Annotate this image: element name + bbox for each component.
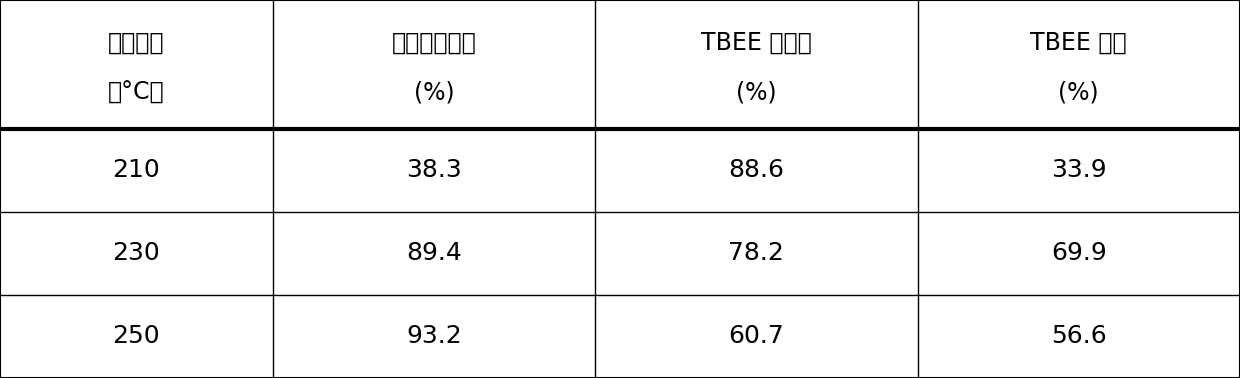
Text: 二甘醇转化率: 二甘醇转化率 (392, 30, 476, 54)
Text: 210: 210 (113, 158, 160, 182)
Text: (%): (%) (414, 81, 454, 105)
Text: 反应温度: 反应温度 (108, 30, 165, 54)
Text: 93.2: 93.2 (407, 324, 461, 349)
Text: TBEE 收率: TBEE 收率 (1030, 30, 1127, 54)
Text: 78.2: 78.2 (728, 241, 785, 265)
Text: 56.6: 56.6 (1052, 324, 1106, 349)
Text: 38.3: 38.3 (407, 158, 461, 182)
Text: 33.9: 33.9 (1052, 158, 1106, 182)
Text: (%): (%) (1059, 81, 1099, 105)
Text: 60.7: 60.7 (729, 324, 784, 349)
Text: 230: 230 (113, 241, 160, 265)
Text: 89.4: 89.4 (405, 241, 463, 265)
Text: TBEE 选择性: TBEE 选择性 (701, 30, 812, 54)
Text: 88.6: 88.6 (728, 158, 785, 182)
Text: 69.9: 69.9 (1052, 241, 1106, 265)
Text: (%): (%) (737, 81, 776, 105)
Text: 250: 250 (113, 324, 160, 349)
Text: （°C）: （°C） (108, 81, 165, 105)
